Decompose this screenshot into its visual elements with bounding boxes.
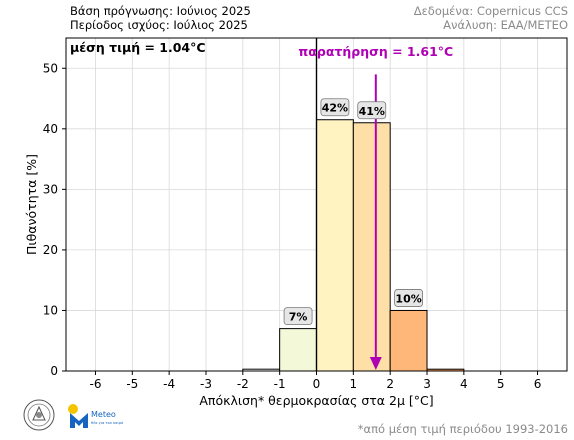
- y-tick-label: 40: [43, 122, 58, 136]
- x-tick-label: 1: [350, 377, 358, 391]
- meteo-logo-icon: [68, 404, 88, 428]
- header-left: Βάση πρόγνωσης: Ιούνιος 2025 Περίοδος ισ…: [70, 4, 251, 32]
- bar-label-box: [283, 307, 313, 326]
- x-tick-label: -6: [89, 377, 101, 391]
- bar-label: 41%: [359, 105, 385, 118]
- header-right: Δεδομένα: Copernicus CCS Ανάλυση: ΕΑΑ/ME…: [414, 4, 568, 32]
- bar-label: 7%: [289, 311, 308, 324]
- y-tick-label: 20: [43, 243, 58, 257]
- histogram-bar: [279, 328, 318, 372]
- observation-arrowhead: [369, 357, 382, 370]
- bar-label-box: [320, 98, 350, 117]
- bar-label-box: [357, 101, 387, 120]
- x-tick-label: 4: [460, 377, 468, 391]
- valid-period-text: Περίοδος ισχύος: Ιούλιος 2025: [70, 18, 248, 32]
- forecast-base-text: Βάση πρόγνωσης: Ιούνιος 2025: [70, 4, 251, 18]
- data-source-text: Δεδομένα: Copernicus CCS: [413, 4, 568, 18]
- histogram-bar: [352, 122, 391, 372]
- x-tick-label: 6: [534, 377, 542, 391]
- bars-layer: [242, 119, 465, 372]
- histogram-bar: [316, 119, 354, 372]
- meteo-logo-text: Meteo: [91, 410, 116, 419]
- bar-label: 42%: [322, 102, 348, 115]
- x-tick-label: 0: [313, 377, 321, 391]
- y-tick-label: 10: [43, 303, 58, 317]
- x-tick-label: 2: [386, 377, 394, 391]
- meteo-logo-subtext: θέα για τον καιρό: [91, 421, 123, 425]
- y-tick-label: 50: [43, 61, 58, 75]
- x-axis-label: Απόκλιση* θερμοκρασίας στα 2μ [°C]: [199, 393, 433, 408]
- histogram-bar: [389, 309, 428, 372]
- x-tick-label: -5: [126, 377, 138, 391]
- y-tick-label: 0: [50, 364, 58, 378]
- x-tick-label: -2: [237, 377, 249, 391]
- observation-label: παρατήρηση = 1.61°C: [298, 44, 453, 59]
- mean-value-label: μέση τιμή = 1.04°C: [70, 40, 206, 55]
- y-tick-label: 30: [43, 182, 58, 196]
- ticks-layer: -6 -5 -4 -3 -2 -1 0 1 2 3 4 5 6 0 10 20 30 40 50: [43, 61, 542, 391]
- x-tick-label: 3: [423, 377, 431, 391]
- y-axis-label: Πιθανότητα [%]: [24, 154, 39, 255]
- x-tick-label: 5: [497, 377, 505, 391]
- analysis-text: Ανάλυση: ΕΑΑ/METEO: [443, 18, 568, 32]
- bar-label: 10%: [395, 292, 421, 305]
- footnote: *από μέση τιμή περιόδου 1993-2016: [357, 422, 568, 436]
- observation-layer: [369, 74, 382, 370]
- bar-labels-layer: 7% 42% 41% 10%: [283, 98, 423, 326]
- x-tick-label: -1: [274, 377, 286, 391]
- bar-label-box: [394, 289, 423, 307]
- x-tick-label: -3: [200, 377, 212, 391]
- academy-seal-icon: [23, 399, 55, 431]
- x-tick-label: -4: [163, 377, 175, 391]
- logos: Meteo θέα για τον καιρό: [23, 399, 123, 431]
